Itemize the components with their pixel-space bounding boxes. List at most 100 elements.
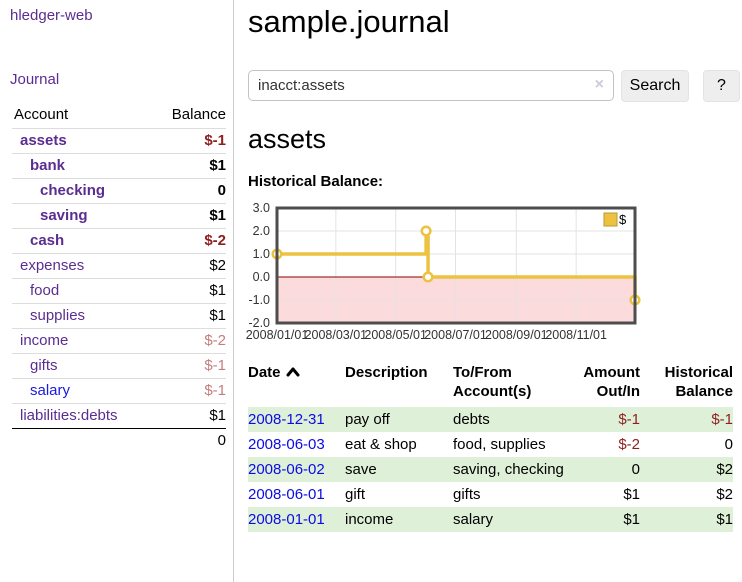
account-row: income $-2 xyxy=(12,328,226,354)
transaction-amount: $-1 xyxy=(618,411,640,428)
account-row: checking 0 xyxy=(12,178,226,204)
account-link[interactable]: liabilities:debts xyxy=(20,407,118,424)
account-balance: $-1 xyxy=(204,132,226,149)
transaction-description: gift xyxy=(345,486,366,503)
svg-text:3.0: 3.0 xyxy=(253,201,270,215)
accounts-header-account: Account xyxy=(14,106,69,123)
accounts-header-balance: Balance xyxy=(171,106,226,123)
register-header-row: Date Description To/From Account(s) Amou… xyxy=(248,361,733,407)
account-balance: $1 xyxy=(209,207,226,224)
account-balance: $2 xyxy=(209,257,226,274)
transaction-balance: $-1 xyxy=(711,411,733,428)
account-balance: $-2 xyxy=(204,232,226,249)
svg-text:2008/01/01: 2008/01/01 xyxy=(246,328,309,342)
accounts-total-spacer xyxy=(12,428,152,452)
clear-search-icon[interactable]: × xyxy=(594,76,604,93)
search-field-wrapper: × xyxy=(248,70,614,101)
accounts-total-row: 0 xyxy=(12,428,226,452)
account-balance: $1 xyxy=(209,407,226,424)
transaction-date-link[interactable]: 2008-06-03 xyxy=(248,436,325,453)
transaction-date-link[interactable]: 2008-01-01 xyxy=(248,511,325,528)
account-link[interactable]: food xyxy=(30,282,60,299)
account-row: bank $1 xyxy=(12,153,226,179)
transaction-row: 2008-06-02 save saving, checking 0 $2 xyxy=(248,457,733,482)
account-heading: assets xyxy=(248,124,327,154)
register-header-tofrom: To/From Account(s) xyxy=(453,364,532,400)
svg-text:2008/07/01: 2008/07/01 xyxy=(424,328,487,342)
svg-text:-2.0: -2.0 xyxy=(248,316,270,330)
register-header-description: Description xyxy=(345,364,428,381)
account-link[interactable]: saving xyxy=(40,207,88,224)
transaction-row: 2008-06-01 gift gifts $1 $2 xyxy=(248,482,733,507)
transaction-description: eat & shop xyxy=(345,436,417,453)
account-link[interactable]: cash xyxy=(30,232,65,249)
account-balance: 0 xyxy=(217,182,226,199)
brand-link[interactable]: hledger-web xyxy=(10,7,93,24)
transaction-accounts: gifts xyxy=(453,486,481,503)
account-row: saving $1 xyxy=(12,203,226,229)
account-link[interactable]: salary xyxy=(30,382,71,399)
transaction-row: 2008-12-31 pay off debts $-1 $-1 xyxy=(248,407,733,432)
transaction-amount: $1 xyxy=(623,486,640,503)
historical-balance-chart: 3.0 2.0 1.0 0.0 -1.0 -2.0 2008/01/01 2008/03/01… xyxy=(243,200,645,350)
search-bar: × Search ? xyxy=(248,70,742,102)
search-button[interactable]: Search xyxy=(621,70,689,102)
account-link[interactable]: supplies xyxy=(30,307,86,324)
transaction-balance: 0 xyxy=(724,436,733,453)
account-row: assets $-1 xyxy=(12,128,226,154)
help-button[interactable]: ? xyxy=(703,70,740,102)
svg-text:1.0: 1.0 xyxy=(253,247,270,261)
svg-text:2.0: 2.0 xyxy=(253,224,270,238)
transaction-balance: $1 xyxy=(716,511,733,528)
register-header-balance: Historical Balance xyxy=(664,364,733,400)
svg-text:2008/03/01: 2008/03/01 xyxy=(305,328,368,342)
transaction-description: save xyxy=(345,461,377,478)
svg-text:0.0: 0.0 xyxy=(253,270,270,284)
svg-text:$: $ xyxy=(619,212,627,227)
chart-label: Historical Balance: xyxy=(248,173,384,190)
page-title: sample.journal xyxy=(248,4,450,39)
account-balance: $-2 xyxy=(204,332,226,349)
account-row: gifts $-1 xyxy=(12,353,226,379)
nav-journal-link[interactable]: Journal xyxy=(10,71,60,88)
account-row: liabilities:debts $1 xyxy=(12,403,226,429)
account-link[interactable]: expenses xyxy=(20,257,85,274)
account-balance: $-1 xyxy=(204,382,226,399)
svg-text:2008/11/01: 2008/11/01 xyxy=(545,328,607,342)
transaction-balance: $2 xyxy=(716,461,733,478)
date-header-label: Date xyxy=(248,364,281,381)
transaction-accounts: salary xyxy=(453,511,494,528)
search-input[interactable] xyxy=(248,70,614,101)
sidebar: hledger-web Journal Account Balance asse… xyxy=(0,0,234,582)
transaction-date-link[interactable]: 2008-06-02 xyxy=(248,461,325,478)
transaction-description: pay off xyxy=(345,411,390,428)
account-link[interactable]: income xyxy=(20,332,69,349)
accounts-header-row: Account Balance xyxy=(12,104,226,129)
register-header-amount: Amount Out/In xyxy=(583,364,640,400)
account-row: cash $-2 xyxy=(12,228,226,254)
account-link[interactable]: assets xyxy=(20,132,67,149)
account-balance: $1 xyxy=(209,307,226,324)
account-balance: $-1 xyxy=(204,357,226,374)
transaction-amount: 0 xyxy=(631,461,640,478)
sort-ascending-icon xyxy=(286,363,300,382)
transaction-amount: $-2 xyxy=(618,436,640,453)
account-row: salary $-1 xyxy=(12,378,226,404)
account-link[interactable]: bank xyxy=(30,157,66,174)
main-content: sample.journal × Search ? assets Histori… xyxy=(246,0,742,582)
svg-text:-1.0: -1.0 xyxy=(248,293,270,307)
account-balance: $1 xyxy=(209,157,226,174)
transaction-accounts: debts xyxy=(453,411,490,428)
transaction-date-link[interactable]: 2008-06-01 xyxy=(248,486,325,503)
transaction-accounts: saving, checking xyxy=(453,461,564,478)
transaction-date-link[interactable]: 2008-12-31 xyxy=(248,411,325,428)
transaction-balance: $2 xyxy=(716,486,733,503)
account-link[interactable]: checking xyxy=(40,182,106,199)
transaction-accounts: food, supplies xyxy=(453,436,546,453)
account-link[interactable]: gifts xyxy=(30,357,58,374)
register-header-date[interactable]: Date xyxy=(248,361,345,407)
transaction-row: 2008-01-01 income salary $1 $1 xyxy=(248,507,733,532)
accounts-table: Account Balance assets $-1 bank $1 check… xyxy=(12,104,226,452)
account-row: food $1 xyxy=(12,278,226,304)
accounts-total-value: 0 xyxy=(151,428,226,452)
